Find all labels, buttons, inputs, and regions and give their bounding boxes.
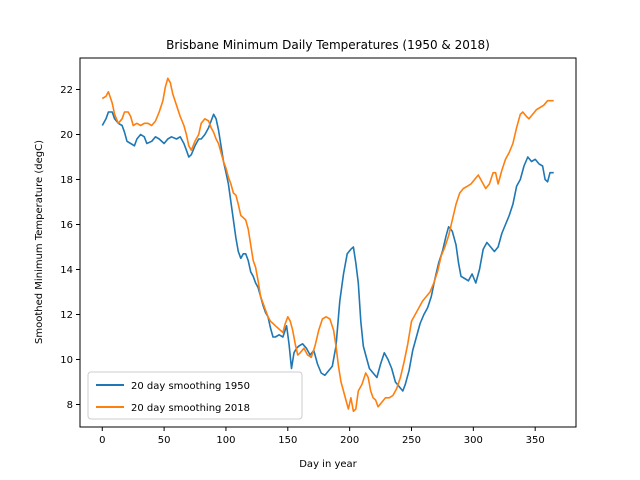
x-tick-label: 350 <box>526 435 545 446</box>
x-tick-label: 250 <box>402 435 421 446</box>
legend-label-2018: 20 day smoothing 2018 <box>131 403 250 414</box>
x-tick-label: 300 <box>464 435 483 446</box>
x-tick-label: 200 <box>340 435 359 446</box>
x-tick-label: 0 <box>99 435 105 446</box>
y-tick-label: 20 <box>60 130 73 141</box>
y-axis-ticks: 8 10 12 14 16 18 20 22 <box>60 85 80 411</box>
x-tick-label: 100 <box>216 435 235 446</box>
y-tick-label: 12 <box>60 310 73 321</box>
y-tick-label: 22 <box>60 85 73 96</box>
plot-frame <box>79 57 577 428</box>
y-tick-label: 8 <box>67 400 73 411</box>
y-axis-label: Smoothed Minimum Temperature (degC) <box>34 140 45 344</box>
y-tick-label: 18 <box>60 175 73 186</box>
x-axis-ticks: 0 50 100 150 200 250 300 350 <box>99 427 545 446</box>
legend-box <box>87 371 303 420</box>
series-line-2018 <box>101 77 554 413</box>
x-axis-label: Day in year <box>299 459 357 470</box>
plot-area <box>80 58 576 427</box>
y-tick-label: 10 <box>60 355 73 366</box>
x-tick-label: 150 <box>278 435 297 446</box>
chart-title: Brisbane Minimum Daily Temperatures (195… <box>166 38 490 52</box>
legend: 20 day smoothing 1950 20 day smoothing 2… <box>87 371 303 420</box>
y-tick-label: 14 <box>60 265 73 276</box>
y-tick-label: 16 <box>60 220 73 231</box>
series-lines <box>101 77 554 413</box>
legend-label-1950: 20 day smoothing 1950 <box>131 381 250 392</box>
x-tick-label: 50 <box>158 435 171 446</box>
